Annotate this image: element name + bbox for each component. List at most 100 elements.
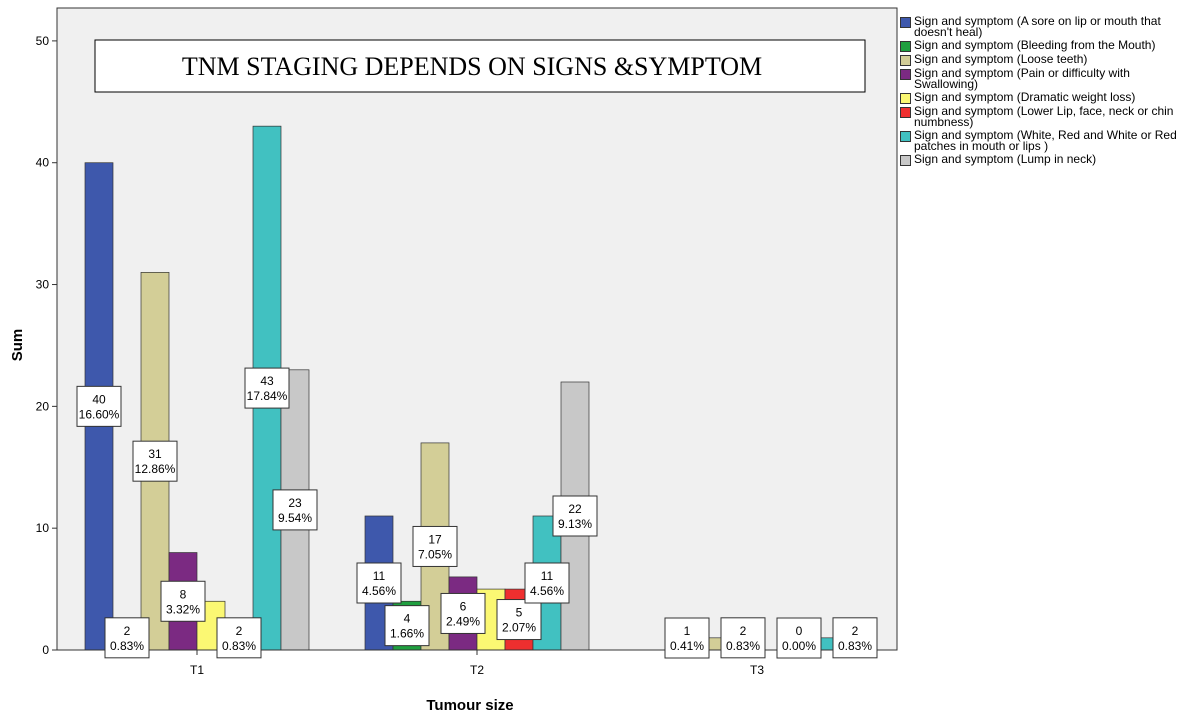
x-tick-label: T2: [470, 663, 484, 677]
value-label-box: [664, 617, 710, 659]
value-label-percent: 4.56%: [362, 584, 396, 598]
value-label: 114.56%: [524, 562, 570, 604]
chart-title: TNM STAGING DEPENDS ON SIGNS &SYMPTOM: [182, 52, 762, 81]
value-label-box: [524, 562, 570, 604]
legend-item: Sign and symptom (A sore on lip or mouth…: [900, 14, 1190, 39]
x-tick-label: T1: [190, 663, 204, 677]
value-label-count: 40: [92, 392, 106, 406]
value-label-count: 31: [148, 447, 162, 461]
legend-swatch: [900, 107, 911, 118]
value-label-percent: 0.83%: [726, 639, 760, 653]
value-label-box: [384, 605, 430, 647]
value-label-count: 0: [796, 624, 803, 638]
legend-label: Sign and symptom (Dramatic weight loss): [914, 90, 1136, 104]
legend-swatch: [900, 17, 911, 28]
value-label: 00.00%: [776, 617, 822, 659]
value-label-count: 11: [541, 569, 554, 583]
legend-label: Sign and symptom (Loose teeth): [914, 52, 1088, 66]
y-tick-label: 10: [36, 521, 50, 535]
legend-swatch: [900, 41, 911, 52]
value-label: 229.13%: [552, 495, 598, 537]
value-label-count: 43: [260, 374, 274, 388]
value-label-box: [104, 617, 150, 659]
value-label: 20.83%: [104, 617, 150, 659]
value-label-count: 2: [852, 624, 859, 638]
value-label-percent: 7.05%: [418, 547, 452, 561]
value-label-percent: 3.32%: [166, 602, 200, 616]
value-label-box: [552, 495, 598, 537]
legend-item: Sign and symptom (Lump in neck): [900, 152, 1190, 166]
value-label-percent: 0.83%: [110, 639, 144, 653]
plot-area: [56, 7, 898, 651]
value-label-box: [132, 440, 178, 482]
value-label-percent: 9.54%: [278, 511, 312, 525]
value-label-box: [216, 617, 262, 659]
value-label: 62.49%: [440, 592, 486, 634]
value-label-count: 6: [460, 599, 467, 613]
legend-item: Sign and symptom (Dramatic weight loss): [900, 90, 1190, 104]
value-label-percent: 9.13%: [558, 517, 592, 531]
value-label-count: 23: [288, 496, 302, 510]
value-label-count: 2: [124, 624, 131, 638]
value-label: 10.41%: [664, 617, 710, 659]
value-label-count: 17: [428, 532, 442, 546]
legend-label: Sign and symptom (White, Red and White o…: [914, 128, 1177, 153]
value-label-box: [76, 385, 122, 427]
value-label-percent: 1.66%: [390, 627, 424, 641]
value-label-box: [244, 367, 290, 409]
legend-item: Sign and symptom (Lower Lip, face, neck …: [900, 104, 1190, 129]
value-label: 239.54%: [272, 489, 318, 531]
value-label-box: [496, 599, 542, 641]
value-label-percent: 0.83%: [222, 639, 256, 653]
y-tick-label: 40: [36, 156, 50, 170]
x-axis-label: Tumour size: [426, 697, 513, 714]
legend-label: Sign and symptom (A sore on lip or mouth…: [914, 14, 1161, 39]
value-label-percent: 0.83%: [838, 639, 872, 653]
value-label: 114.56%: [356, 562, 402, 604]
y-axis-label: Sum: [9, 329, 26, 362]
legend-swatch: [900, 55, 911, 66]
legend-item: Sign and symptom (Pain or difficulty wit…: [900, 66, 1190, 91]
value-label-count: 11: [373, 569, 386, 583]
value-label-count: 5: [516, 606, 523, 620]
value-label: 177.05%: [412, 525, 458, 567]
value-label-count: 1: [684, 624, 691, 638]
legend-item: Sign and symptom (Loose teeth): [900, 52, 1190, 66]
legend-label: Sign and symptom (Pain or difficulty wit…: [914, 66, 1130, 91]
y-tick-label: 50: [36, 34, 50, 48]
value-label-count: 8: [180, 587, 187, 601]
value-label: 20.83%: [216, 617, 262, 659]
value-label-percent: 0.41%: [670, 639, 704, 653]
y-tick-label: 30: [36, 278, 50, 292]
value-label: 20.83%: [720, 617, 766, 659]
value-label: 52.07%: [496, 599, 542, 641]
title-box: [94, 39, 866, 93]
value-label-percent: 17.84%: [247, 389, 288, 403]
value-label-percent: 4.56%: [530, 584, 564, 598]
value-label-box: [832, 617, 878, 659]
value-label-box: [356, 562, 402, 604]
value-label: 83.32%: [160, 580, 206, 622]
legend-item: Sign and symptom (White, Red and White o…: [900, 128, 1190, 153]
legend-swatch: [900, 131, 911, 142]
value-label-percent: 2.07%: [502, 621, 536, 635]
value-label-box: [440, 592, 486, 634]
value-label-percent: 2.49%: [446, 614, 480, 628]
legend-label: Sign and symptom (Lower Lip, face, neck …: [914, 104, 1174, 129]
y-tick-label: 20: [36, 399, 50, 413]
value-label-count: 4: [404, 612, 411, 626]
legend-swatch: [900, 155, 911, 166]
value-label-percent: 12.86%: [135, 462, 176, 476]
value-label-percent: 16.60%: [79, 407, 120, 421]
legend-label: Sign and symptom (Bleeding from the Mout…: [914, 38, 1156, 52]
legend-label: Sign and symptom (Lump in neck): [914, 152, 1097, 166]
value-label-box: [720, 617, 766, 659]
legend-item: Sign and symptom (Bleeding from the Mout…: [900, 38, 1190, 52]
value-label-box: [412, 525, 458, 567]
legend-swatch: [900, 69, 911, 80]
x-tick-label: T3: [750, 663, 764, 677]
